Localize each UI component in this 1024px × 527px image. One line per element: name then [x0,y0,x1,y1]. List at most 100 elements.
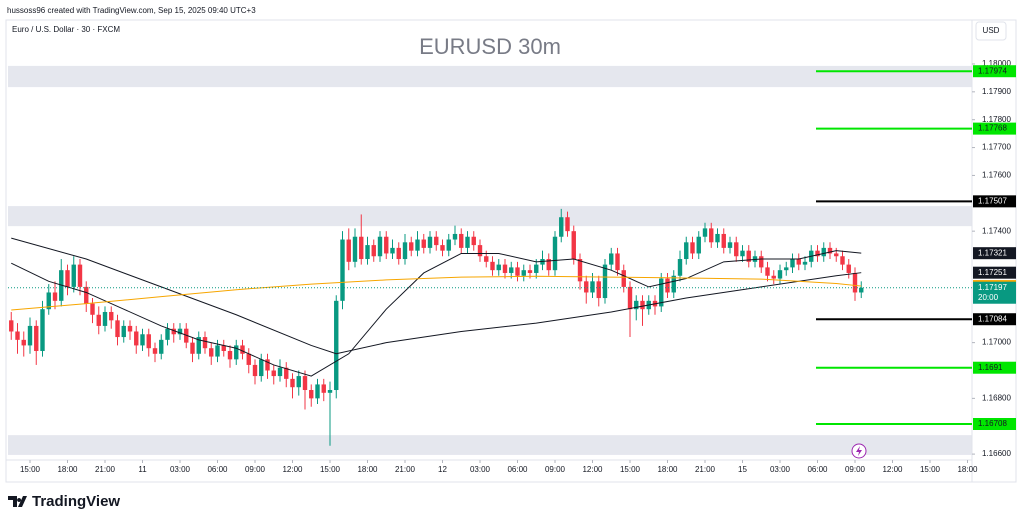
y-tick-label: 1.18000 [982,59,1011,68]
price-label-box [973,313,1016,326]
candle-body [815,250,820,257]
x-tick-label: 12 [438,465,447,474]
y-tick-label: 1.16600 [982,449,1011,458]
candle-body [346,239,351,262]
alert-bolt [856,446,862,456]
candle-body [796,259,801,265]
x-tick-label: 15 [738,465,747,474]
candle-body [784,267,789,271]
candle-body [409,242,414,251]
x-tick-label: 18:00 [957,465,978,474]
zones [8,65,972,455]
candle-body [465,236,470,248]
candle-body [527,270,533,273]
candle-body [665,278,670,293]
author-line: hussoss96 created with TradingView.com, … [7,6,256,15]
y-tick-label: 1.17600 [982,171,1011,180]
x-tick-label: 09:00 [545,465,566,474]
price-label: 1.1691 [978,363,1003,372]
candle-body [852,272,858,293]
symbol-label: Euro / U.S. Dollar · 30 · FXCM [12,25,120,34]
candle-body [209,348,214,357]
candle-body [790,259,795,268]
x-tick-label: 09:00 [845,465,866,474]
y-tick-label: 1.17900 [982,87,1011,96]
candle-body [109,311,114,321]
price-label: 1.17974 [978,66,1007,75]
candle-body [765,267,770,276]
candle-body [640,300,645,310]
candle-body [396,247,401,260]
candle-body [427,236,433,248]
x-tick-label: 03:00 [170,465,191,474]
price-label-box [973,266,1016,279]
candle-body [746,250,751,262]
x-tick-label: 21:00 [395,465,416,474]
candle-body [552,236,558,271]
zone [8,206,972,227]
candle-body [227,350,233,360]
brand: TradingView [32,493,120,510]
candle-body [65,270,70,287]
price-label-box [973,281,1016,304]
chart-title: EURUSD 30m [419,34,561,59]
candle-body [290,378,295,388]
plot [8,70,972,446]
y-tick-label: 1.16800 [982,393,1011,402]
candle-body [246,353,251,365]
candle-body [215,345,220,357]
candle-body [434,236,439,246]
y-tick-label: 1.17400 [982,226,1011,235]
candle-body [484,256,489,262]
candle-body [515,267,520,276]
price-label: 1.17251 [978,268,1007,277]
candle-body [596,281,601,299]
candle-body [159,339,164,354]
candle-body [684,242,689,260]
candle-body [371,245,376,257]
candle-body [15,331,20,340]
price-label: 1.17084 [978,314,1007,323]
candle-body [690,242,695,254]
x-tick-label: 06:00 [507,465,528,474]
candle-body [321,384,326,393]
candle-body [621,270,626,287]
candle-body [102,311,108,326]
countdown: 20:00 [978,293,999,302]
candle-body [840,256,845,265]
y-tick-label: 1.17700 [982,143,1011,152]
currency-box [975,21,1007,41]
x-tick-label: 03:00 [770,465,791,474]
zone [8,435,972,455]
price-label: 1.17507 [978,196,1007,205]
candle-body [715,233,720,243]
x-tick-label: 18:00 [657,465,678,474]
candle-body [271,370,276,377]
currency: USD [983,26,1000,35]
candle-body [315,384,320,399]
candle-body [859,287,864,293]
candle-body [190,342,195,354]
candle-body [327,390,333,393]
candle-body [727,242,733,248]
price-label-box [973,195,1016,208]
candle-body [296,376,301,388]
candle-body [202,337,208,349]
candle-body [827,247,833,254]
x-tick-label: 21:00 [695,465,716,474]
price-label-box [973,418,1016,431]
candle-body [496,264,501,271]
candle-body [134,331,139,346]
candle-body [415,239,420,251]
candle-body [377,236,383,257]
candle-body [302,376,308,391]
candle-body [421,239,426,248]
candle-body [671,275,676,293]
candle-body [384,236,389,254]
candle-body [96,314,101,326]
candle-body [590,281,595,293]
candle-body [577,259,583,282]
candle-body [90,303,95,315]
